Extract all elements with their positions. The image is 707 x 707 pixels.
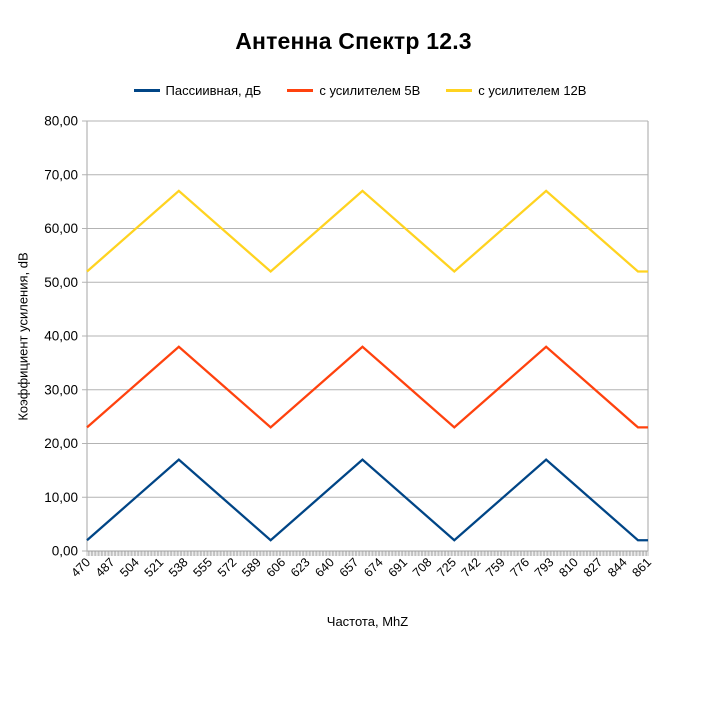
legend-label: с усилителем 5В xyxy=(319,83,421,98)
y-tick-label: 60,00 xyxy=(44,221,78,236)
legend-item-1: с усилителем 5В xyxy=(287,83,420,98)
x-tick-label: 691 xyxy=(386,555,411,580)
x-tick-label: 589 xyxy=(239,555,264,580)
x-tick-label: 555 xyxy=(190,555,215,580)
x-tick-label: 504 xyxy=(117,555,142,580)
legend-label: с усилителем 12В xyxy=(478,83,587,98)
y-tick-label: 0,00 xyxy=(52,544,78,559)
x-tick-label: 827 xyxy=(581,555,606,580)
series-line-0 xyxy=(86,458,648,542)
x-tick-label: 623 xyxy=(288,555,313,580)
y-tick-label: 50,00 xyxy=(44,275,78,290)
x-tick-label: 844 xyxy=(605,555,630,580)
x-tick-label: 742 xyxy=(459,555,484,580)
x-tick-label: 487 xyxy=(93,555,118,580)
y-tick-label: 70,00 xyxy=(44,167,78,182)
x-tick-label: 793 xyxy=(532,555,557,580)
x-tick-label: 708 xyxy=(410,555,435,580)
x-tick-label: 606 xyxy=(264,555,289,580)
series-line-1 xyxy=(86,345,648,429)
series-line-2 xyxy=(86,189,648,274)
x-tick-label: 521 xyxy=(142,555,167,580)
legend: Пассиивная, дБ с усилителем 5В с усилителе… xyxy=(40,83,680,98)
x-tick-label: 725 xyxy=(434,555,459,580)
x-tick-label: 470 xyxy=(68,555,93,580)
x-tick-label: 810 xyxy=(556,555,581,580)
y-tick-label: 20,00 xyxy=(44,436,78,451)
legend-line-swatch xyxy=(287,89,314,92)
y-tick-label: 30,00 xyxy=(44,382,78,397)
legend-item-0: Пассиивная, дБ xyxy=(133,83,262,98)
y-tick-label: 10,00 xyxy=(44,490,78,505)
x-tick-label: 572 xyxy=(215,555,240,580)
legend-line-swatch xyxy=(446,89,473,92)
x-tick-label: 861 xyxy=(629,555,654,580)
y-tick-label: 80,00 xyxy=(44,114,78,129)
x-tick-label: 538 xyxy=(166,555,191,580)
x-minor-ticks xyxy=(86,551,649,556)
legend-item-2: с усилителем 12В xyxy=(446,83,586,98)
legend-line-swatch xyxy=(133,89,160,92)
y-tick-label: 40,00 xyxy=(44,329,78,344)
x-axis-title: Частота, MhZ xyxy=(326,614,409,629)
legend-label: Пассиивная, дБ xyxy=(165,83,262,98)
x-tick-label: 640 xyxy=(312,555,337,580)
chart-title: Антенна Спектр 12.3 xyxy=(235,28,472,54)
x-tick-label: 776 xyxy=(508,555,533,580)
x-tick-label: 657 xyxy=(337,555,362,580)
x-tick-label: 674 xyxy=(361,555,386,580)
x-tick-label: 759 xyxy=(483,555,508,580)
